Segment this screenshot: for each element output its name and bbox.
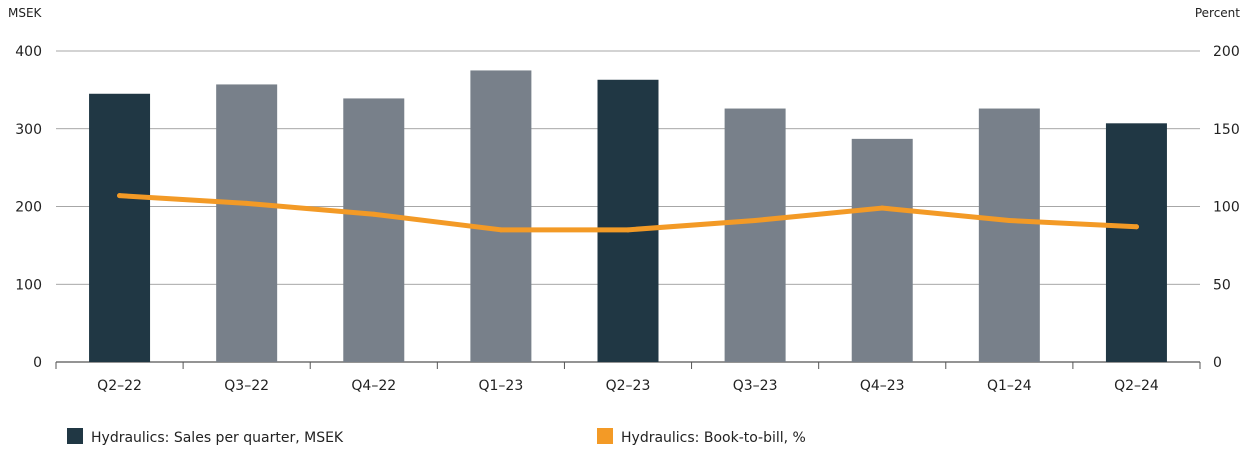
sales-bar: [724, 108, 786, 362]
right-tick-label: 100: [1213, 200, 1240, 216]
right-tick-label: 50: [1213, 277, 1231, 293]
sales-bar: [597, 79, 659, 362]
right-axis-unit: Percent: [1195, 6, 1240, 20]
sales-bar: [89, 93, 151, 362]
sales-bar: [851, 138, 913, 362]
book-to-bill-point: [625, 227, 631, 233]
left-axis: MSEK 0 100 200 300 400: [8, 6, 43, 371]
book-to-bill-point: [498, 227, 504, 233]
x-axis: Q2–22 Q3–22 Q4–22 Q1–23 Q2–23 Q3–23 Q4–23 Q1–24…: [55, 362, 1201, 394]
left-tick-label: 100: [15, 277, 42, 293]
sales-bar: [343, 98, 405, 363]
sales-bar: [978, 108, 1040, 362]
legend-label-book-to-bill: Hydraulics: Book-to-bill, %: [621, 430, 806, 446]
right-axis: Percent 0 50 100 150 200: [1195, 6, 1240, 371]
book-to-bill-point: [244, 200, 250, 206]
x-tick-label: Q1–24: [987, 378, 1032, 394]
left-axis-unit: MSEK: [8, 6, 43, 20]
bars: [89, 70, 1167, 363]
left-tick-label: 200: [15, 200, 42, 216]
x-tick-label: Q2–24: [1114, 378, 1159, 394]
x-tick-label: Q2–22: [97, 378, 142, 394]
right-tick-label: 0: [1213, 355, 1222, 371]
book-to-bill-point: [117, 193, 123, 199]
sales-bar: [1105, 123, 1167, 363]
x-tick-label: Q4–22: [351, 378, 396, 394]
legend-swatch-book-to-bill: [597, 428, 613, 444]
sales-bar: [216, 84, 278, 363]
x-tick-label: Q3–23: [733, 378, 778, 394]
left-tick-label: 400: [15, 44, 42, 60]
x-tick-label: Q2–23: [606, 378, 651, 394]
right-tick-label: 200: [1213, 44, 1240, 60]
legend: Hydraulics: Sales per quarter, MSEK Hydr…: [67, 428, 806, 446]
right-tick-label: 150: [1213, 122, 1240, 138]
book-to-bill-point: [371, 211, 377, 217]
left-tick-label: 0: [33, 355, 42, 371]
book-to-bill-point: [752, 217, 758, 223]
book-to-bill-point: [879, 205, 885, 211]
legend-swatch-sales: [67, 428, 83, 444]
book-to-bill-point: [1133, 224, 1139, 230]
legend-label-sales: Hydraulics: Sales per quarter, MSEK: [91, 430, 344, 446]
book-to-bill-line: [117, 193, 1139, 233]
book-to-bill-point: [1006, 217, 1012, 223]
x-tick-label: Q3–22: [224, 378, 269, 394]
x-tick-label: Q4–23: [860, 378, 905, 394]
left-tick-label: 300: [15, 122, 42, 138]
sales-bar: [470, 70, 532, 362]
x-tick-label: Q1–23: [479, 378, 524, 394]
